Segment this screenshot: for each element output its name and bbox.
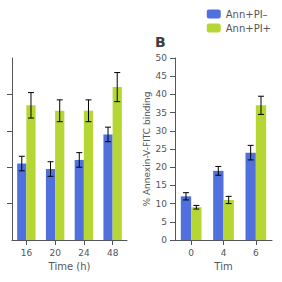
svg-text:% Annexin-V-FITC binding: % Annexin-V-FITC binding <box>142 92 152 207</box>
svg-text:16: 16 <box>21 248 33 258</box>
svg-text:5: 5 <box>161 217 167 227</box>
svg-text:40: 40 <box>156 89 168 99</box>
svg-text:Tim: Tim <box>213 261 232 272</box>
svg-text:50: 50 <box>156 53 168 63</box>
svg-text:45: 45 <box>156 71 167 81</box>
svg-text:48: 48 <box>107 248 119 258</box>
svg-text:Ann+PI–: Ann+PI– <box>226 9 268 20</box>
svg-text:4: 4 <box>221 248 227 258</box>
svg-text:15: 15 <box>156 180 167 190</box>
svg-text:B: B <box>155 34 166 50</box>
svg-text:24: 24 <box>78 248 90 258</box>
svg-text:6: 6 <box>253 248 259 258</box>
svg-text:35: 35 <box>156 108 167 118</box>
svg-text:Ann+PI+: Ann+PI+ <box>226 23 271 34</box>
svg-text:20: 20 <box>156 162 168 172</box>
svg-text:30: 30 <box>156 126 168 136</box>
svg-text:0: 0 <box>161 235 167 245</box>
svg-text:Time (h): Time (h) <box>48 261 91 272</box>
svg-text:0: 0 <box>188 248 194 258</box>
svg-text:20: 20 <box>49 248 61 258</box>
svg-text:10: 10 <box>156 199 168 209</box>
svg-text:25: 25 <box>156 144 167 154</box>
